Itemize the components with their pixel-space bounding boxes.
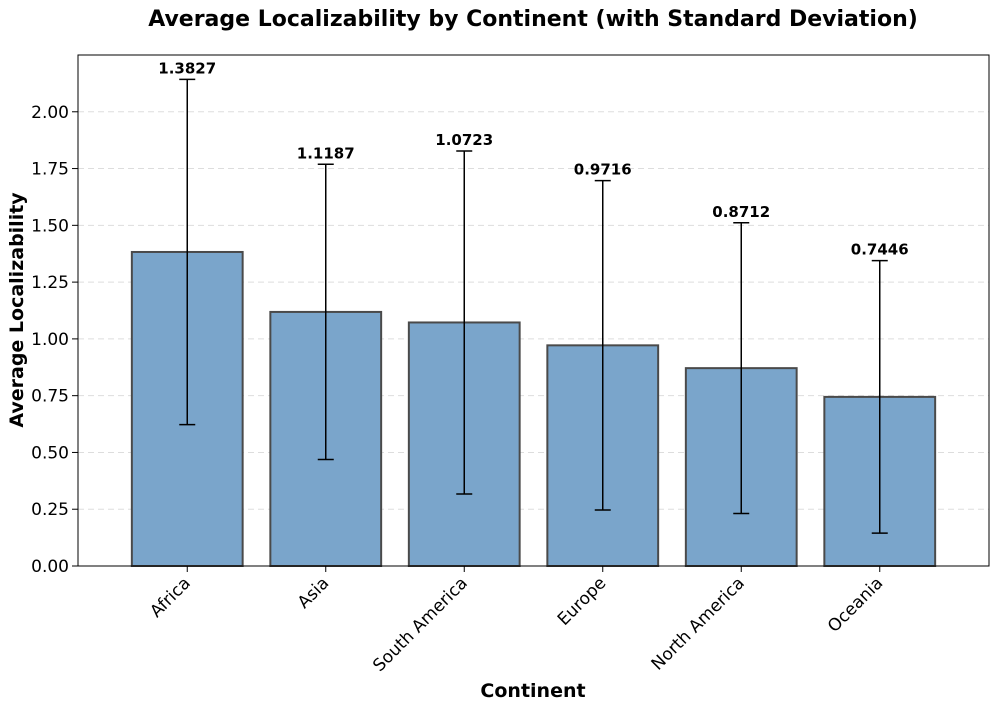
- error-bars: [179, 78, 888, 534]
- x-tick-label: Oceania: [824, 573, 887, 636]
- value-label: 0.8712: [712, 203, 770, 221]
- x-axis-ticks: Africa Asia South America Europe North Ameri…: [146, 566, 887, 676]
- x-tick-label: South America: [369, 573, 471, 675]
- x-tick-label: North America: [648, 573, 749, 674]
- y-tick-label: 0.75: [31, 387, 69, 407]
- y-tick-label: 1.75: [31, 160, 69, 180]
- y-tick-label: 1.50: [31, 216, 69, 236]
- value-label: 0.7446: [851, 241, 909, 259]
- y-tick-label: 1.00: [31, 330, 69, 350]
- plot-frame: [77, 54, 990, 567]
- chart-title: Average Localizability by Continent (wit…: [148, 7, 918, 32]
- bars: [130, 250, 937, 568]
- y-axis-label: Average Localizability: [6, 192, 28, 428]
- x-tick-label: Asia: [294, 573, 333, 612]
- value-label: 1.1187: [297, 144, 355, 162]
- value-label: 0.9716: [574, 161, 632, 179]
- x-tick-label: Europe: [554, 573, 610, 629]
- value-label: 1.3827: [158, 59, 216, 77]
- y-tick-label: 0.25: [31, 500, 69, 520]
- value-labels: 1.3827 1.1187 1.0723 0.9716 0.8712 0.7446: [158, 59, 908, 258]
- y-tick-label: 0.00: [31, 557, 69, 577]
- y-axis-ticks: 0.00 0.25 0.50 0.75 1.00 1.25 1.50 1.75 2.00: [31, 103, 78, 577]
- x-tick-label: Africa: [146, 573, 194, 621]
- y-tick-label: 2.00: [31, 103, 69, 123]
- value-label: 1.0723: [435, 131, 493, 149]
- y-tick-label: 0.50: [31, 443, 69, 463]
- y-tick-label: 1.25: [31, 273, 69, 293]
- x-axis-label: Continent: [480, 680, 585, 702]
